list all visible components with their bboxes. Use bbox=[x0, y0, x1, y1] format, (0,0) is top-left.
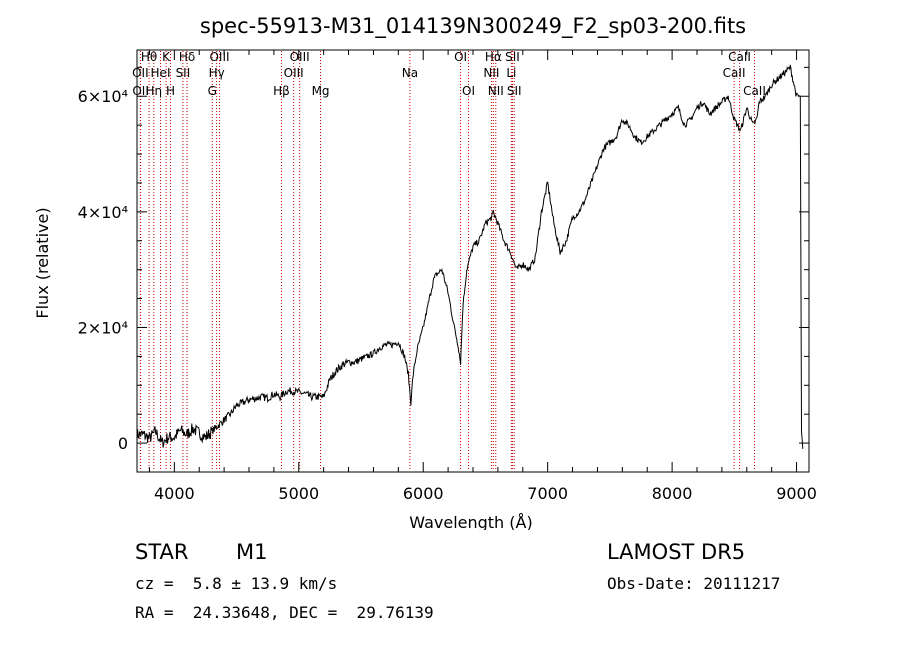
plot-frame bbox=[136, 49, 810, 473]
object-type-label: STAR bbox=[135, 540, 189, 564]
line-label-13: OIII bbox=[290, 50, 310, 64]
line-label-22: SII bbox=[505, 50, 520, 64]
line-label-20: NII bbox=[483, 66, 499, 80]
line-label-17: OI bbox=[454, 50, 467, 64]
y-tick-label: 2×10⁴ bbox=[78, 318, 128, 337]
y-axis-label: Flux (relative) bbox=[33, 207, 52, 318]
x-axis-ticks: 4000 5000 6000 7000 8000 9000 bbox=[148, 50, 817, 503]
line-label-21: NII bbox=[488, 84, 504, 98]
y-tick-label: 4×10⁴ bbox=[78, 203, 128, 222]
x-tick-label: 5000 bbox=[278, 484, 319, 503]
line-label-12: Hβ bbox=[273, 84, 290, 98]
subclass-label: M1 bbox=[236, 540, 268, 564]
x-tick-label: 7000 bbox=[527, 484, 568, 503]
line-label-6: H bbox=[166, 84, 175, 98]
x-tick-label: 9000 bbox=[776, 484, 817, 503]
line-label-10: Hγ bbox=[209, 66, 225, 80]
line-label-1: OII bbox=[132, 66, 149, 80]
line-label-0: Hθ bbox=[141, 50, 157, 64]
y-tick-label: 0 bbox=[118, 434, 128, 453]
line-label-16: Na bbox=[402, 66, 418, 80]
line-label-5: K bbox=[162, 50, 171, 64]
spectrum-chart: spec-55913-M31_014139N300249_F2_sp03-200… bbox=[33, 14, 817, 530]
y-axis-ticks: 0 2×10⁴ 4×10⁴ 6×10⁴ bbox=[78, 66, 809, 453]
line-label-8: Hδ bbox=[179, 50, 195, 64]
y-tick-label: 6×10⁴ bbox=[78, 87, 128, 106]
x-tick-label: 6000 bbox=[403, 484, 444, 503]
survey-label: LAMOST DR5 bbox=[607, 540, 746, 564]
coordinates-readout: RA = 24.33648, DEC = 29.76139 bbox=[135, 603, 434, 622]
x-axis-label: Wavelength (Å) bbox=[409, 513, 532, 530]
line-label-24: SII bbox=[507, 84, 522, 98]
line-label-18: OI bbox=[462, 84, 475, 98]
line-label-26: CaII bbox=[723, 66, 746, 80]
line-label-15: Mg bbox=[312, 84, 330, 98]
redshift-readout: cz = 5.8 ± 13.9 km/s bbox=[135, 574, 338, 593]
line-label-23: Li bbox=[506, 66, 516, 80]
x-tick-label: 8000 bbox=[652, 484, 693, 503]
line-label-14: OIII bbox=[284, 66, 304, 80]
x-tick-label: 4000 bbox=[154, 484, 195, 503]
spectrum-series-line bbox=[136, 64, 804, 449]
line-label-3: HeI bbox=[151, 66, 171, 80]
line-label-2: OII bbox=[132, 84, 149, 98]
line-label-4: Hη bbox=[145, 84, 162, 98]
obs-date-readout: Obs-Date: 20111217 bbox=[607, 574, 781, 593]
line-label-9: OIII bbox=[209, 50, 229, 64]
spectral-line-markers bbox=[139, 51, 755, 471]
line-label-19: Hα bbox=[485, 50, 502, 64]
line-label-27: CaII bbox=[743, 84, 766, 98]
line-label-25: CaII bbox=[728, 50, 751, 64]
chart-title: spec-55913-M31_014139N300249_F2_sp03-200… bbox=[200, 14, 746, 39]
line-label-11: G bbox=[208, 84, 217, 98]
line-label-7: SII bbox=[176, 66, 191, 80]
